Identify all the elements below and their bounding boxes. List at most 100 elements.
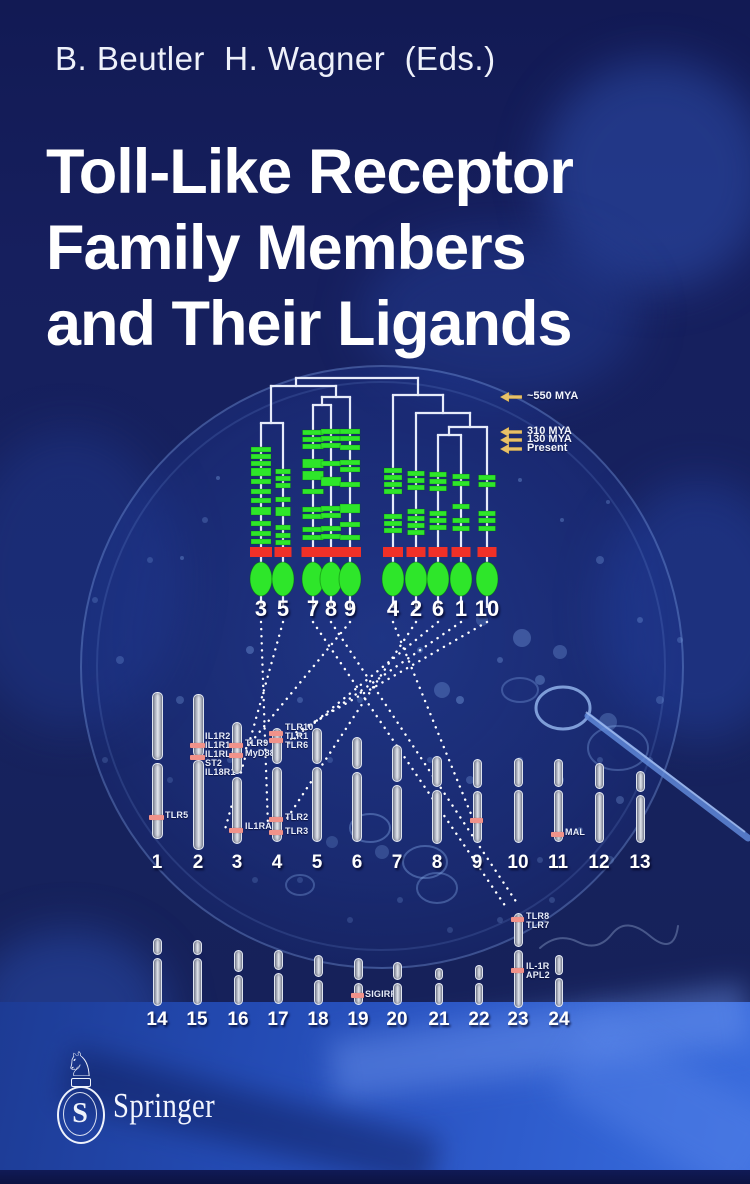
gene-label-tlr3: TLR3 [285, 826, 309, 836]
gene-label-sigirr: SIGIRR [365, 989, 398, 999]
receptor-number-6: 6 [431, 596, 445, 621]
gene-label-il1rl2: IL1RL2 [205, 749, 237, 759]
chromosome-7-p-arm [392, 745, 402, 782]
chromosome-10-p-arm [513, 758, 523, 787]
gene-band [550, 832, 564, 837]
chromosome-number-15: 15 [186, 1009, 208, 1030]
logo-shield-inner: S [63, 1092, 97, 1136]
chromosome-9-p-arm [472, 759, 482, 788]
gene-label-tlr1: TLR1 [285, 731, 309, 741]
bottom-dark-strip [0, 1170, 750, 1184]
chromosome-3-p-arm [232, 722, 242, 774]
receptor-number-5: 5 [276, 596, 290, 621]
chromosome-4 [272, 728, 282, 842]
chromosome-17-p-arm [273, 950, 283, 970]
gene-band [148, 815, 164, 820]
chromosome-9-q-arm [472, 791, 482, 843]
chromosome-22-q-arm [475, 983, 483, 1005]
chromosome-11 [553, 759, 563, 842]
publisher-name: Springer [113, 1086, 216, 1125]
chromosome-number-1: 1 [151, 852, 163, 873]
chromosome-19-p-arm [353, 958, 363, 980]
chromosome-6-q-arm [352, 772, 362, 842]
gene-label-il18r1: IL18R1 [205, 767, 236, 777]
chromosome-22 [475, 965, 483, 1005]
chromosome-2 [192, 694, 204, 850]
chromosome-number-2: 2 [192, 852, 204, 873]
chromosome-number-13: 13 [629, 852, 651, 873]
timeline-label-2: 130 MYA [527, 433, 572, 445]
gene-band [269, 830, 283, 835]
chromosome-1 [151, 692, 163, 839]
chromosome-4-p-arm [272, 728, 282, 764]
chromosome-14 [152, 938, 162, 1006]
gene-label-il1r1: IL1R1 [205, 740, 231, 750]
chromosome-24 [555, 955, 563, 1007]
chromosome-15-q-arm [192, 958, 202, 1005]
bg-blob-top-right [540, 60, 750, 290]
chromosome-8 [432, 756, 442, 844]
gene-band [269, 817, 283, 822]
chromosome-11-q-arm [553, 790, 563, 842]
chromosome-5 [312, 728, 322, 842]
chromosome-16-q-arm [233, 975, 243, 1005]
chromosome-14-p-arm [152, 938, 162, 955]
title-line-2: Family Members [46, 213, 527, 283]
timeline-label-1: 310 MYA [527, 425, 572, 437]
gene-label-tlr6: TLR6 [285, 740, 309, 750]
chromosome-number-22: 22 [468, 1009, 490, 1030]
chromosome-6-p-arm [352, 737, 362, 769]
chromosome-number-19: 19 [347, 1009, 369, 1030]
chromosome-number-24: 24 [548, 1009, 570, 1030]
editors-line: B. Beutler H. Wagner (Eds.) [55, 40, 496, 77]
gene-band [189, 743, 205, 748]
timeline-label-0: ~550 MYA [527, 390, 579, 402]
chromosome-3-q-arm [232, 777, 242, 844]
chromosome-6 [352, 737, 362, 842]
gene-label-tlr7: TLR7 [526, 920, 550, 930]
receptor-number-4: 4 [386, 596, 400, 621]
chromosome-24-p-arm [555, 955, 563, 975]
receptor-number-9: 9 [343, 596, 357, 621]
chromosome-12-q-arm [594, 792, 604, 843]
chromosome-5-q-arm [312, 767, 322, 842]
chromosome-5-p-arm [312, 728, 322, 764]
chromosome-23-p-arm [513, 913, 523, 947]
gene-label-tlr10: TLR10 [285, 722, 314, 732]
chromosome-11-p-arm [553, 759, 563, 787]
gene-label-tlr9: TLR9 [245, 738, 269, 748]
chromosome-1-q-arm [151, 763, 163, 839]
gene-band [229, 753, 243, 758]
chromosome-18-q-arm [313, 980, 323, 1005]
gene-label-il-1r: IL-1R [526, 961, 550, 971]
chromosome-22-p-arm [475, 965, 483, 980]
chromosome-21 [435, 968, 443, 1005]
receptor-number-2: 2 [409, 596, 423, 621]
receptor-number-3: 3 [254, 596, 268, 621]
gene-label-il1r2: IL1R2 [205, 731, 231, 741]
gene-band [350, 993, 364, 998]
receptor-number-8: 8 [324, 596, 338, 621]
gene-band [510, 968, 524, 973]
receptor-number-10: 10 [474, 596, 500, 621]
logo-shield: S [57, 1086, 105, 1144]
chromosome-20-q-arm [392, 983, 402, 1005]
title-line-3: and Their Ligands [46, 289, 573, 359]
chromosome-21-q-arm [435, 983, 443, 1005]
chromosome-4-q-arm [272, 767, 282, 842]
receptor-number-7: 7 [306, 596, 320, 621]
chromosome-10 [513, 758, 523, 843]
chromosome-number-12: 12 [588, 852, 610, 873]
chromosome-number-3: 3 [231, 852, 243, 873]
chromosome-23 [513, 913, 523, 1008]
chromosome-20-p-arm [392, 962, 402, 980]
gene-label-myd88: MyD88 [245, 748, 276, 758]
chromosome-15 [192, 940, 202, 1005]
chromosome-number-23: 23 [507, 1009, 529, 1030]
gene-label-mal: MAL [565, 827, 586, 837]
chromosome-12-p-arm [594, 763, 604, 789]
bottom-photo-band [0, 983, 750, 1184]
gene-label-tlr2: TLR2 [285, 812, 309, 822]
chromosome-number-21: 21 [428, 1009, 450, 1030]
